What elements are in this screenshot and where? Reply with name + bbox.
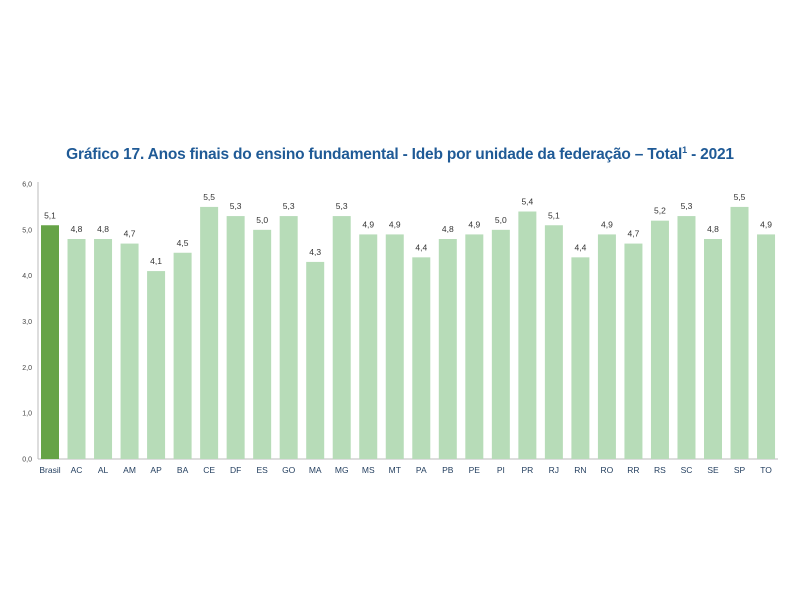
data-label: 5,0 (256, 215, 268, 225)
data-label: 5,0 (495, 215, 507, 225)
chart-title-footnote: 1 (682, 145, 687, 155)
y-tick-label: 5,0 (22, 227, 32, 234)
y-tick-label: 0,0 (22, 457, 32, 464)
data-label: 4,7 (628, 229, 640, 239)
chart-title-year: - 2021 (686, 146, 734, 164)
bar-ce (200, 206, 219, 459)
x-tick-label: MS (362, 465, 375, 475)
data-label: 5,2 (654, 206, 666, 216)
data-label: 5,3 (336, 201, 348, 211)
data-label: 4,9 (760, 219, 772, 229)
x-tick-label: PE (469, 465, 481, 475)
data-label: 4,9 (601, 219, 613, 229)
bar-pr (518, 211, 537, 459)
data-label: 4,3 (309, 247, 321, 257)
bar-ro (597, 234, 616, 459)
data-label: 4,9 (362, 219, 374, 229)
bar-to (757, 234, 776, 459)
x-tick-label: BA (177, 465, 189, 475)
x-tick-label: DF (230, 465, 241, 475)
data-label: 5,5 (734, 192, 746, 202)
chart-title: Gráfico 17. Anos finais do ensino fundam… (0, 145, 800, 164)
bar-ac (67, 239, 86, 459)
x-tick-label: MA (309, 465, 322, 475)
x-tick-label: RR (627, 465, 639, 475)
data-label: 4,8 (97, 224, 109, 234)
bar-ma (306, 261, 325, 459)
data-label: 4,9 (468, 219, 480, 229)
data-label: 4,8 (442, 224, 454, 234)
x-tick-label: GO (282, 465, 296, 475)
bar-ap (147, 271, 166, 459)
y-tick-label: 6,0 (22, 182, 32, 189)
x-tick-label: PA (416, 465, 427, 475)
bar-es (253, 229, 272, 459)
x-tick-label: PI (497, 465, 505, 475)
bar-rn (571, 257, 590, 459)
bar-rs (650, 220, 669, 459)
x-tick-label: SC (681, 465, 693, 475)
x-tick-label: PB (442, 465, 454, 475)
y-tick-label: 2,0 (22, 365, 32, 372)
bar-pe (465, 234, 484, 459)
bar-df (226, 216, 245, 459)
data-label: 5,5 (203, 192, 215, 202)
bar-pb (438, 239, 457, 459)
x-tick-label: AP (150, 465, 162, 475)
bar-go (279, 216, 298, 459)
bar-brasil (41, 225, 59, 459)
y-tick-label: 4,0 (22, 273, 32, 280)
bar-ba (173, 252, 192, 459)
data-label: 4,9 (389, 219, 401, 229)
data-label: 5,3 (230, 201, 242, 211)
data-label: 4,4 (574, 242, 586, 252)
data-label: 4,1 (150, 256, 162, 266)
data-label: 5,4 (521, 197, 533, 207)
bar-pa (412, 257, 431, 459)
bar-am (120, 243, 139, 459)
x-tick-label: RS (654, 465, 666, 475)
bar-rr (624, 243, 643, 459)
x-tick-label: SE (707, 465, 719, 475)
x-tick-label: RO (601, 465, 614, 475)
bar-ms (359, 234, 378, 459)
data-label: 5,1 (548, 210, 560, 220)
x-tick-label: PR (521, 465, 533, 475)
x-tick-label: RN (574, 465, 586, 475)
bar-mg (332, 216, 351, 459)
bar-se (704, 239, 722, 459)
x-tick-label: ES (256, 465, 268, 475)
y-tick-label: 3,0 (22, 319, 32, 326)
x-tick-label: AM (123, 465, 136, 475)
bar-sp (730, 206, 749, 459)
y-tick-label: 1,0 (22, 411, 32, 418)
data-label: 4,4 (415, 242, 427, 252)
data-label: 4,8 (707, 224, 719, 234)
x-tick-label: CE (203, 465, 215, 475)
bar-mt (385, 234, 404, 459)
x-tick-label: MT (389, 465, 401, 475)
bar-rj (544, 225, 563, 459)
data-label: 4,8 (71, 224, 83, 234)
x-tick-label: RJ (549, 465, 559, 475)
x-tick-label: TO (760, 465, 772, 475)
x-tick-label: AL (98, 465, 109, 475)
x-tick-label: AC (71, 465, 83, 475)
data-label: 5,1 (44, 210, 56, 220)
x-tick-label: MG (335, 465, 349, 475)
bar-pi (491, 229, 510, 459)
chart-title-text: Gráfico 17. Anos finais do ensino fundam… (66, 146, 683, 164)
data-label: 4,7 (124, 229, 136, 239)
bar-al (94, 239, 113, 459)
bar-sc (677, 216, 696, 459)
x-tick-label: Brasil (39, 465, 60, 475)
data-label: 5,3 (283, 201, 295, 211)
data-label: 4,5 (177, 238, 189, 248)
data-label: 5,3 (681, 201, 693, 211)
x-tick-label: SP (734, 465, 746, 475)
